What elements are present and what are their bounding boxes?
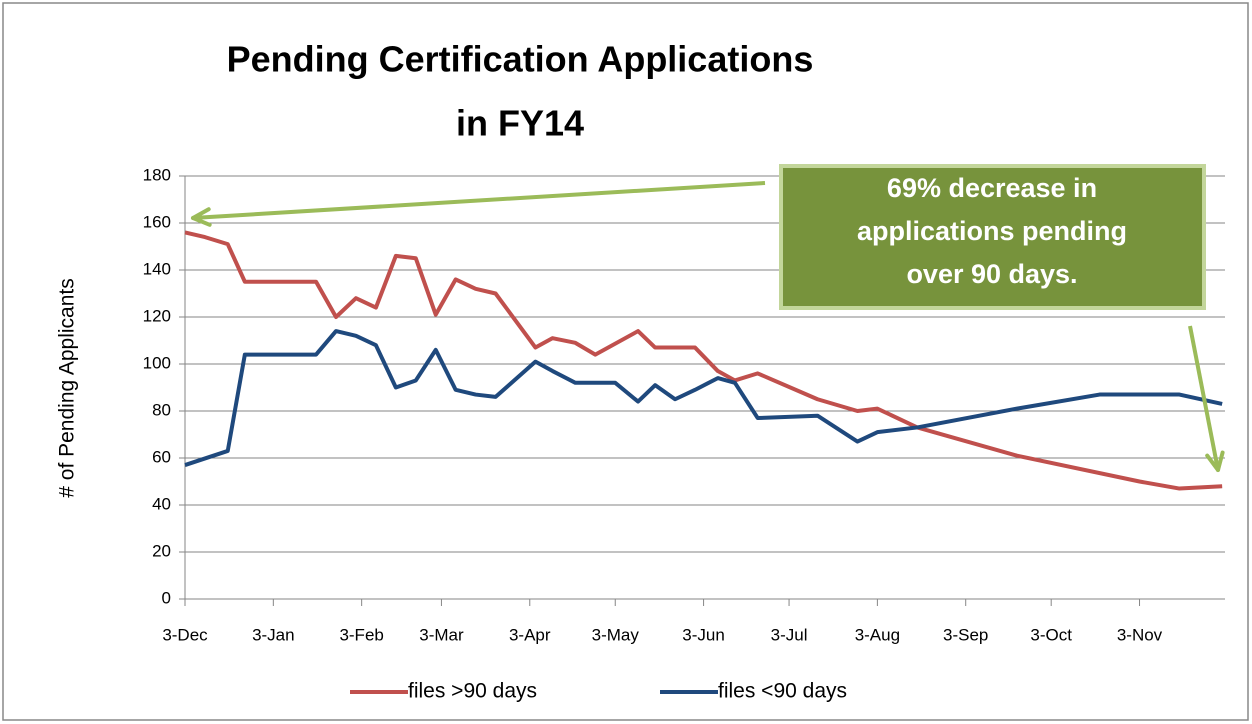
x-tick-label: 3-Jan bbox=[252, 625, 295, 644]
arrow-head bbox=[191, 207, 211, 220]
y-tick-label: 20 bbox=[152, 541, 171, 560]
chart-title: Pending Certification Applications bbox=[227, 39, 814, 80]
annotation-arrow bbox=[1188, 325, 1220, 471]
annotation-text: applications pending bbox=[857, 216, 1127, 246]
x-tick-label: 3-Dec bbox=[162, 625, 208, 644]
annotation-text: 69% decrease in bbox=[887, 173, 1097, 203]
y-tick-label: 120 bbox=[143, 306, 171, 325]
x-tick-label: 3-Nov bbox=[1117, 625, 1163, 644]
annotation-box bbox=[779, 164, 1206, 310]
legend-label: files >90 days bbox=[408, 680, 537, 703]
y-tick-label: 60 bbox=[152, 447, 171, 466]
x-tick-label: 3-Apr bbox=[509, 625, 551, 644]
annotation-text: over 90 days. bbox=[906, 259, 1077, 289]
legend-label: files <90 days bbox=[718, 680, 847, 703]
y-tick-label: 140 bbox=[143, 259, 171, 278]
data-line bbox=[184, 230, 1223, 491]
y-tick-label: 100 bbox=[143, 353, 171, 372]
x-tick-label: 3-Jul bbox=[771, 625, 808, 644]
arrow-head bbox=[1205, 453, 1220, 472]
x-tick-label: 3-Jun bbox=[682, 625, 725, 644]
annotation-arrow bbox=[192, 181, 766, 220]
x-tick-label: 3-Mar bbox=[419, 625, 464, 644]
x-tick-label: 3-Feb bbox=[339, 625, 383, 644]
y-tick-label: 0 bbox=[162, 588, 171, 607]
y-tick-label: 160 bbox=[143, 212, 171, 231]
chart-title: in FY14 bbox=[456, 103, 584, 144]
data-line bbox=[184, 329, 1223, 467]
x-tick-label: 3-Oct bbox=[1030, 625, 1072, 644]
x-tick-label: 3-May bbox=[592, 625, 640, 644]
y-axis-label: # of Pending Applicants bbox=[56, 278, 79, 498]
y-tick-label: 180 bbox=[143, 165, 171, 184]
arrow-head bbox=[1216, 450, 1225, 472]
x-tick-label: 3-Aug bbox=[855, 625, 900, 644]
x-tick-label: 3-Sep bbox=[943, 625, 988, 644]
y-tick-label: 40 bbox=[152, 494, 171, 513]
arrow-head bbox=[191, 216, 212, 227]
y-tick-label: 80 bbox=[152, 400, 171, 419]
